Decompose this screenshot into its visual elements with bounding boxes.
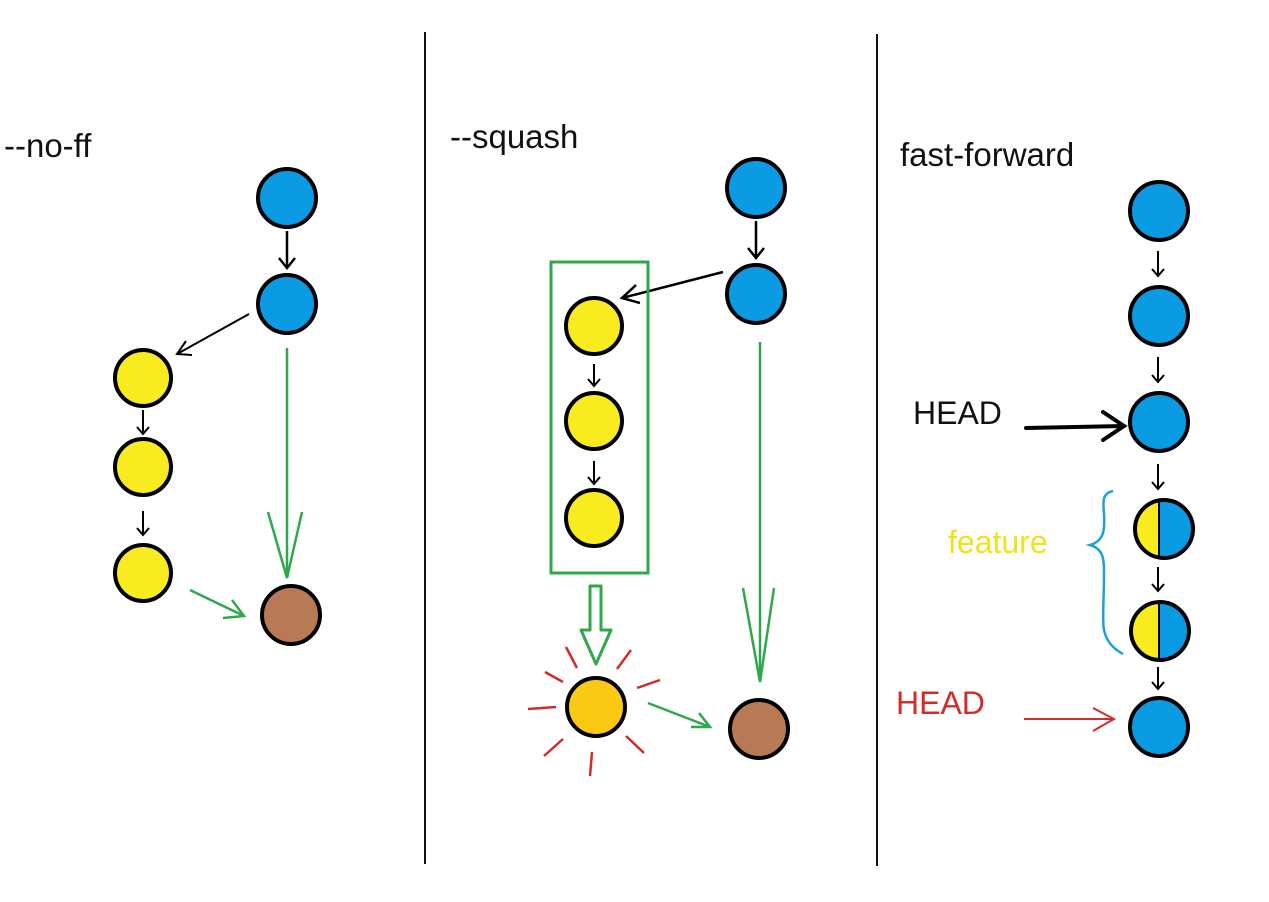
arrow-feature-1-2 — [587, 364, 601, 388]
main-commit-1 — [256, 167, 318, 229]
arrow-feature-1-2 — [136, 410, 150, 436]
squash-group-box — [549, 260, 650, 575]
green-arrow-feature-to-merge — [189, 588, 247, 620]
squash-down-arrow — [579, 584, 613, 666]
green-arrow-squash-to-merge — [647, 701, 713, 729]
ff-feature-commit-1 — [1133, 498, 1195, 560]
squash-starburst — [527, 646, 661, 777]
arrow-feature-2-3 — [136, 511, 150, 537]
ff-commit-head — [1128, 696, 1190, 758]
feature-commit-1 — [113, 348, 173, 408]
arrow-branch-to-feature — [619, 270, 724, 305]
squash-commit — [565, 676, 627, 738]
arrow-branch-to-feature — [175, 313, 250, 356]
panel-squash: --squash — [450, 118, 790, 777]
head-arrow-new — [1024, 707, 1117, 732]
feature-commit-2 — [113, 437, 173, 497]
panel-fast-forward: fast-forward HEAD — [896, 136, 1195, 758]
green-arrow-main-to-merge — [741, 342, 776, 683]
feature-brace — [1085, 489, 1124, 656]
feature-commit-3 — [564, 488, 624, 548]
panel-title-no-ff: --no-ff — [4, 127, 92, 164]
ff-commit-1 — [1128, 180, 1190, 242]
arrow-feature-2-3 — [587, 461, 601, 486]
arrow-main-1-2 — [278, 231, 296, 271]
merge-commit — [260, 584, 322, 646]
main-commit-2 — [256, 273, 318, 335]
ff-commit-2 — [1128, 285, 1190, 347]
feature-label: feature — [948, 524, 1048, 560]
feature-commit-1 — [564, 296, 624, 356]
head-label-old: HEAD — [913, 395, 1002, 431]
ff-chain-arrows — [1151, 251, 1165, 691]
feature-commit-2 — [564, 391, 624, 451]
panel-no-ff: --no-ff — [4, 127, 322, 646]
head-arrow-old — [1024, 410, 1128, 442]
head-label-new: HEAD — [896, 685, 985, 721]
panel-title-squash: --squash — [450, 118, 578, 155]
ff-commit-3 — [1128, 391, 1190, 453]
main-commit-1 — [725, 157, 787, 219]
feature-commit-3 — [113, 543, 173, 603]
main-commit-2 — [725, 263, 787, 325]
panel-title-fast-forward: fast-forward — [900, 136, 1074, 173]
green-arrow-main-to-merge — [266, 348, 304, 579]
merge-commit — [728, 698, 790, 760]
arrow-main-1-2 — [747, 221, 765, 261]
ff-feature-commit-2 — [1129, 600, 1191, 662]
